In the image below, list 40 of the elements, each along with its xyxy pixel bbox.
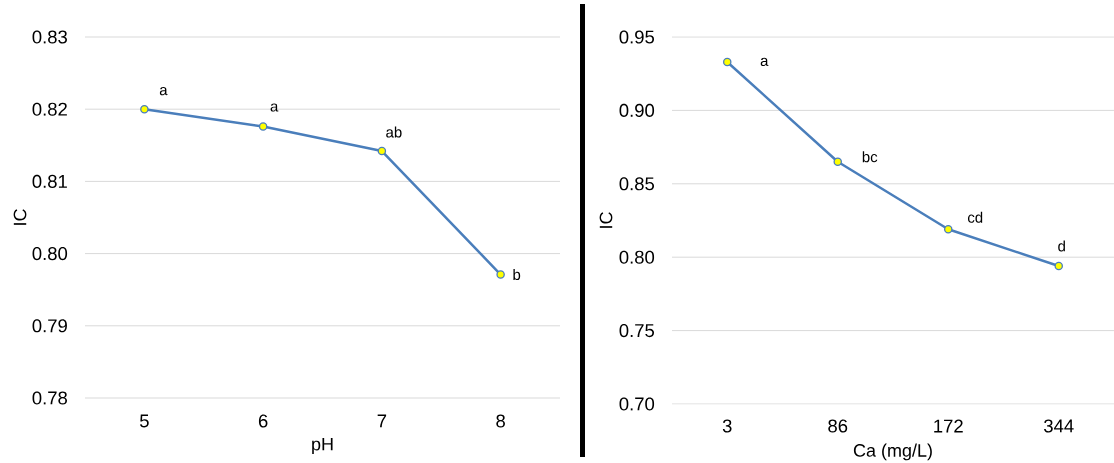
annotation: a bbox=[159, 87, 168, 96]
point bbox=[496, 270, 505, 279]
y-tick-label: 0.80 bbox=[32, 247, 68, 261]
y-tick-label: 0.79 bbox=[32, 319, 67, 333]
y-tick-label: 0.78 bbox=[32, 391, 68, 405]
point bbox=[943, 225, 953, 234]
point bbox=[833, 157, 842, 167]
annotation: a bbox=[270, 103, 279, 112]
point bbox=[140, 104, 149, 114]
x-axis-title: pH bbox=[312, 437, 333, 455]
point bbox=[723, 57, 732, 67]
x-tick-label: 344 bbox=[1044, 419, 1074, 433]
y-tick-label: 0.81 bbox=[32, 174, 67, 188]
y-tick-label: 0.80 bbox=[619, 250, 655, 264]
annotation: a bbox=[760, 57, 769, 67]
annotation: ab bbox=[386, 126, 402, 138]
x-tick-label: 8 bbox=[496, 414, 505, 428]
y-tick-label: 0.82 bbox=[32, 102, 67, 116]
x-axis-title: Ca (mg/L) bbox=[853, 443, 932, 461]
y-axis-title: IC bbox=[13, 209, 27, 225]
annotation: b bbox=[513, 269, 521, 281]
y-tick-label: 0.75 bbox=[619, 324, 655, 338]
annotation: d bbox=[1058, 240, 1065, 252]
y-tick-label: 0.90 bbox=[619, 103, 655, 117]
x-tick-label: 7 bbox=[377, 414, 387, 428]
annotation: cd bbox=[967, 211, 983, 223]
y-tick-label: 0.83 bbox=[32, 30, 67, 44]
y-tick-label: 0.85 bbox=[619, 177, 655, 191]
x-tick-label: 86 bbox=[828, 419, 848, 433]
point bbox=[1054, 261, 1063, 271]
x-tick-label: 3 bbox=[722, 419, 732, 433]
y-axis-title: IC bbox=[599, 212, 613, 228]
point bbox=[377, 146, 387, 156]
y-tick-label: 0.95 bbox=[619, 30, 655, 44]
x-tick-label: 6 bbox=[258, 414, 268, 428]
x-tick-label: 5 bbox=[139, 414, 149, 428]
annotation: bc bbox=[862, 151, 878, 163]
x-tick-label: 172 bbox=[934, 419, 963, 433]
point bbox=[258, 122, 268, 131]
y-tick-label: 0.70 bbox=[619, 397, 655, 411]
